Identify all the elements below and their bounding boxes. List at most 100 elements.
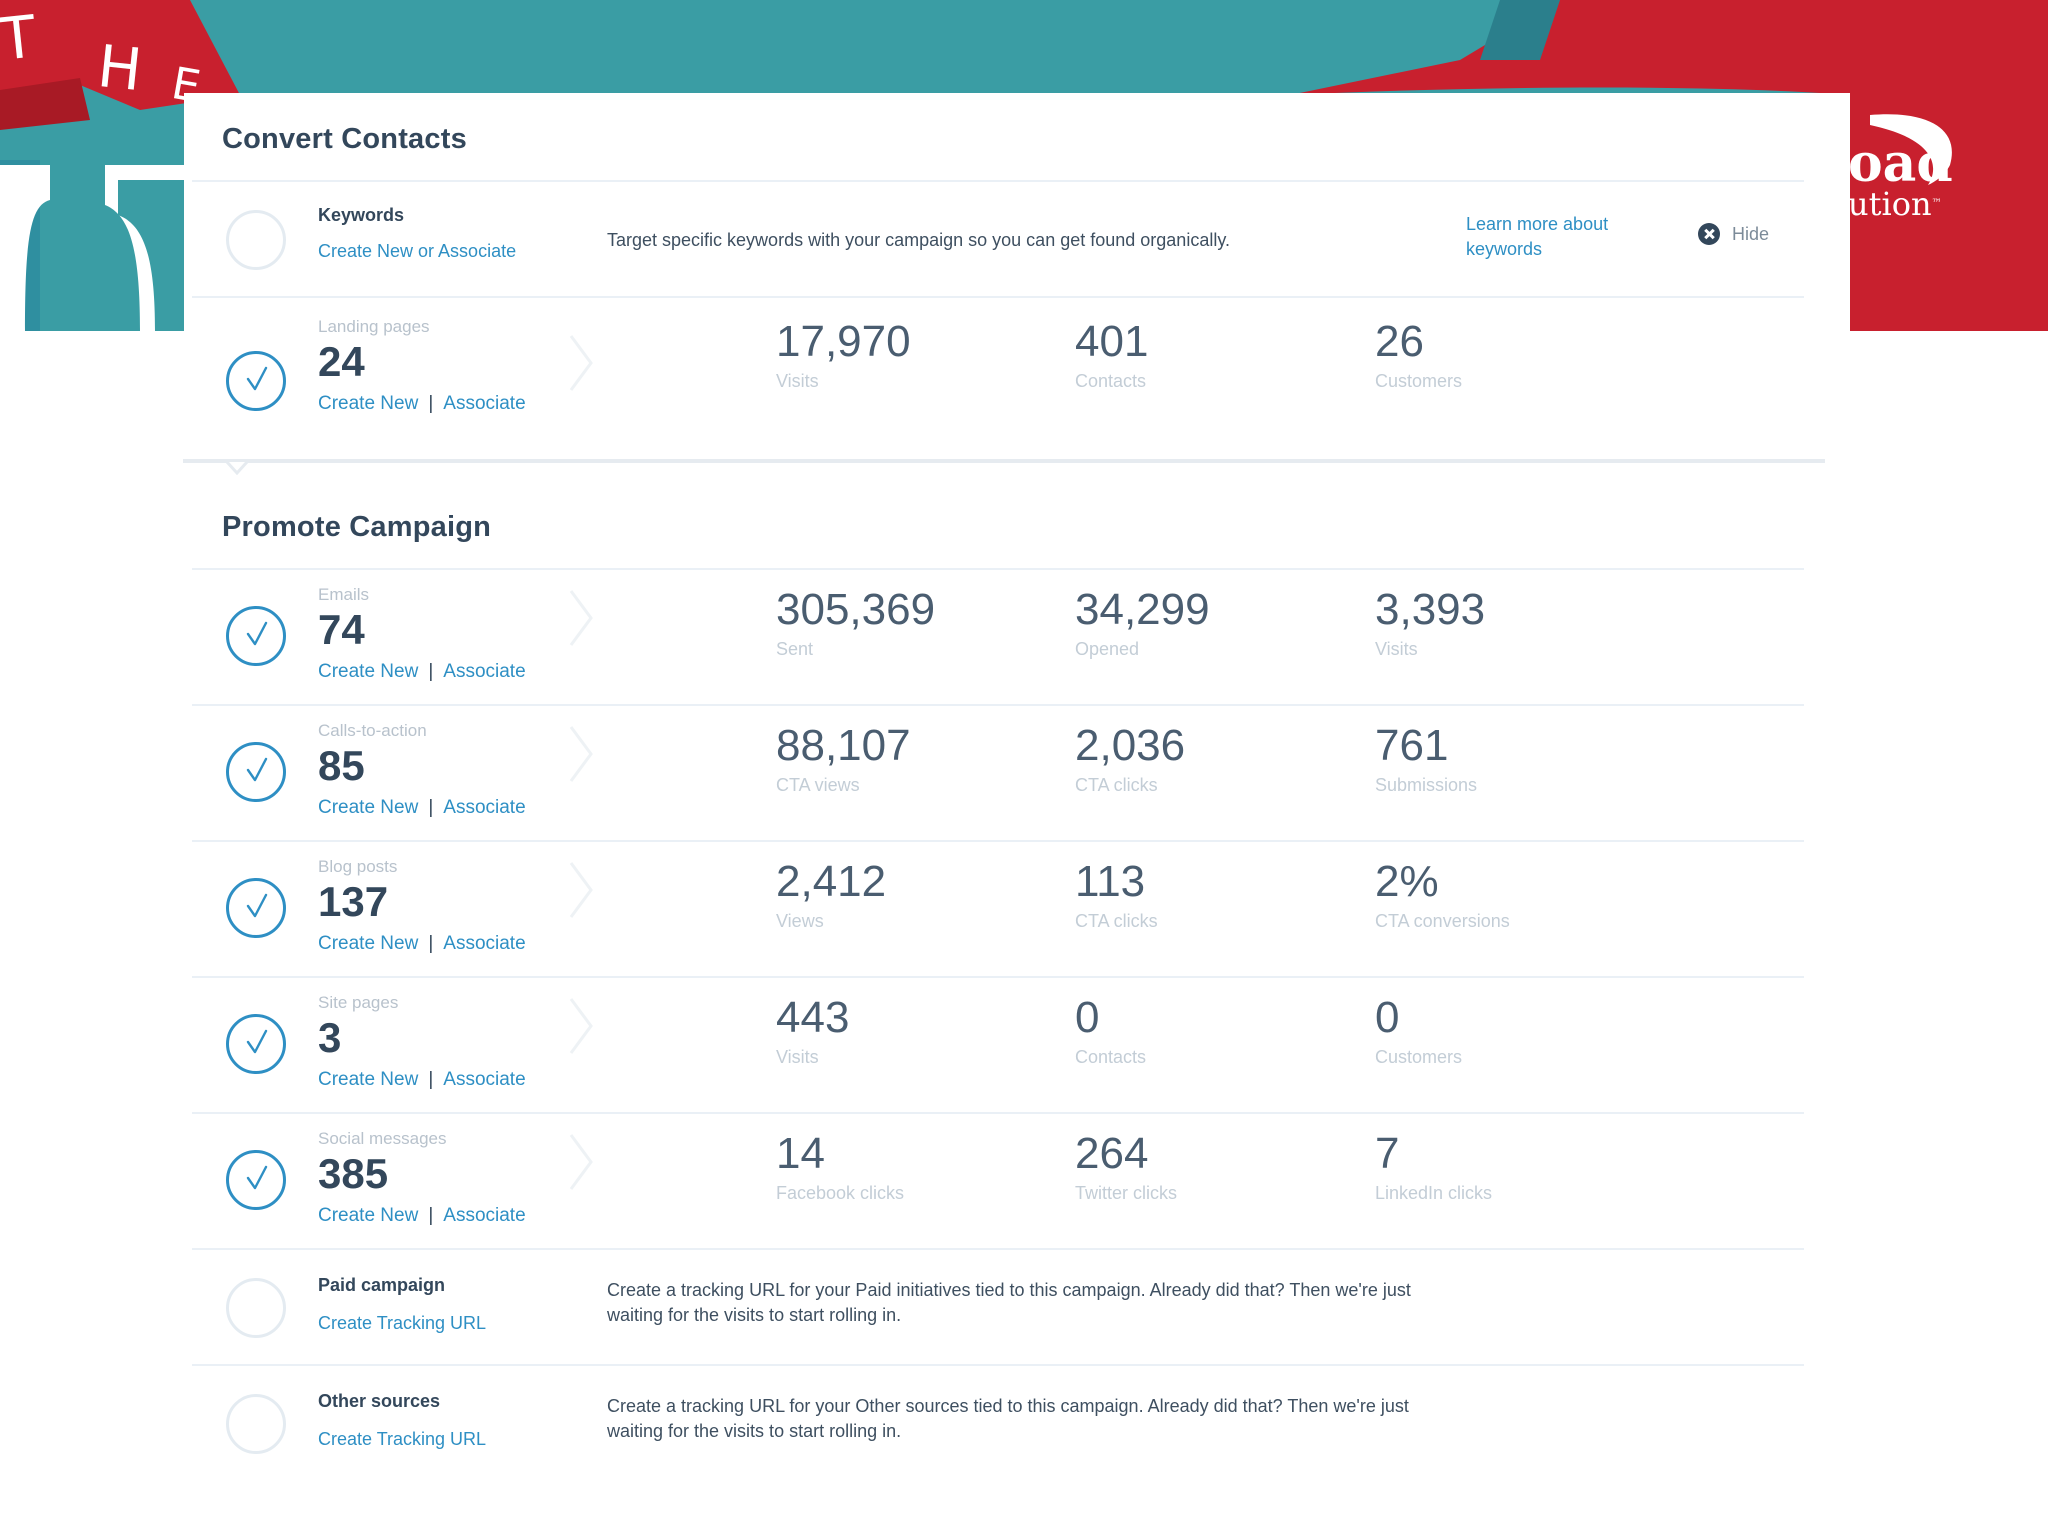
chevron-right-icon bbox=[568, 1132, 594, 1192]
stat-label: Customers bbox=[1375, 371, 1463, 391]
stat-label: Visits bbox=[1375, 639, 1418, 659]
stat-label: Visits bbox=[776, 1047, 819, 1067]
create-new-link[interactable]: Create New bbox=[318, 661, 419, 682]
stat-contacts: 401 Contacts bbox=[1075, 318, 1335, 392]
check-icon bbox=[246, 757, 268, 782]
other-sources-description: Create a tracking URL for your Other sou… bbox=[607, 1396, 1409, 1441]
emails-row[interactable]: Emails 74 Create New | Associate 305,369 Se… bbox=[192, 570, 1804, 704]
create-tracking-url-link[interactable]: Create Tracking URL bbox=[318, 1429, 487, 1449]
divider bbox=[192, 840, 1804, 842]
item-links: Create New | Associate bbox=[318, 932, 526, 956]
status-check-circle[interactable] bbox=[226, 742, 286, 802]
banner-logo-word: oad bbox=[1848, 133, 1953, 194]
stat-value: 88,107 bbox=[776, 721, 911, 770]
stat-visits: 17,970 Visits bbox=[776, 318, 1036, 392]
item-links: Create New | Associate bbox=[318, 660, 526, 684]
stat-label: CTA conversions bbox=[1375, 911, 1510, 931]
other-sources-block: Other sources Create Tracking URL bbox=[318, 1390, 486, 1450]
item-label: Emails bbox=[318, 585, 370, 604]
stat-label: Visits bbox=[776, 371, 819, 391]
create-new-link[interactable]: Create New bbox=[318, 797, 419, 818]
stat-opened: 34,299 Opened bbox=[1075, 586, 1335, 660]
link-separator: | bbox=[428, 1205, 434, 1226]
status-check-circle[interactable] bbox=[226, 878, 286, 938]
stat-label: Contacts bbox=[1075, 371, 1147, 391]
divider bbox=[192, 296, 1804, 298]
stat-label: Twitter clicks bbox=[1075, 1183, 1178, 1203]
link-separator: | bbox=[428, 393, 434, 414]
create-new-link[interactable]: Create New bbox=[318, 1205, 419, 1226]
associate-link[interactable]: Associate bbox=[443, 1069, 526, 1090]
stat-visits: 3,393 Visits bbox=[1375, 586, 1635, 660]
create-new-link[interactable]: Create New bbox=[318, 393, 419, 414]
item-label: Blog posts bbox=[318, 857, 398, 876]
status-check-circle[interactable] bbox=[226, 606, 286, 666]
learn-more-keywords-link[interactable]: Learn more about keywords bbox=[1466, 214, 1609, 259]
divider bbox=[192, 1112, 1804, 1114]
promote-campaign-title: Promote Campaign bbox=[222, 511, 492, 543]
associate-link[interactable]: Associate bbox=[443, 933, 526, 954]
stat-value: 761 bbox=[1375, 721, 1449, 770]
divider bbox=[192, 1364, 1804, 1366]
stat-value: 443 bbox=[776, 993, 850, 1042]
associate-link[interactable]: Associate bbox=[443, 797, 526, 818]
stat-value: 34,299 bbox=[1075, 585, 1210, 634]
keywords-row: Keywords Create New or Associate Target … bbox=[192, 182, 1804, 298]
divider bbox=[192, 180, 1804, 182]
stat-sent: 305,369 Sent bbox=[776, 586, 1036, 660]
divider bbox=[192, 704, 1804, 706]
create-new-link[interactable]: Create New bbox=[318, 933, 419, 954]
status-check-circle[interactable] bbox=[226, 1150, 286, 1210]
calls-to-action-row[interactable]: Calls-to-action 85 Create New | Associate … bbox=[192, 706, 1804, 840]
stat-value: 2,412 bbox=[776, 857, 887, 906]
stat-label: LinkedIn clicks bbox=[1375, 1183, 1493, 1203]
status-circle-empty[interactable] bbox=[226, 210, 286, 270]
associate-link[interactable]: Associate bbox=[443, 661, 526, 682]
create-tracking-url-link[interactable]: Create Tracking URL bbox=[318, 1313, 487, 1333]
create-new-link[interactable]: Create New bbox=[318, 1069, 419, 1090]
item-count: 24 bbox=[318, 338, 365, 385]
banner-logo-sub-text: ution bbox=[1848, 185, 1932, 223]
status-check-circle[interactable] bbox=[226, 351, 286, 411]
stat-value: 0 bbox=[1075, 993, 1100, 1042]
stat-submissions: 761 Submissions bbox=[1375, 722, 1635, 796]
stat-facebook-clicks: 14 Facebook clicks bbox=[776, 1130, 1036, 1204]
stat-linkedin-clicks: 7 LinkedIn clicks bbox=[1375, 1130, 1635, 1204]
stat-cta-clicks: 113 CTA clicks bbox=[1075, 858, 1335, 932]
stat-label: Submissions bbox=[1375, 775, 1478, 795]
hide-button[interactable]: Hide bbox=[1698, 223, 1769, 245]
blog-posts-row[interactable]: Blog posts 137 Create New | Associate 2,41… bbox=[192, 842, 1804, 976]
paid-campaign-title: Paid campaign bbox=[318, 1275, 446, 1295]
stat-value: 7 bbox=[1375, 1129, 1400, 1178]
stat-label: Sent bbox=[776, 639, 814, 659]
create-new-or-associate-link[interactable]: Create New or Associate bbox=[318, 241, 517, 261]
stat-value: 264 bbox=[1075, 1129, 1149, 1178]
item-count: 385 bbox=[318, 1150, 389, 1197]
status-circle-empty[interactable] bbox=[226, 1278, 286, 1338]
keywords-description: Target specific keywords with your campa… bbox=[607, 230, 1230, 250]
site-pages-block: Site pages 3 Create New | Associate bbox=[318, 992, 526, 1092]
calls-to-action-block: Calls-to-action 85 Create New | Associate bbox=[318, 720, 526, 820]
link-separator: | bbox=[428, 1069, 434, 1090]
landing-pages-row[interactable]: Landing pages 24 Create New | Associate 17… bbox=[192, 298, 1804, 458]
stat-value: 401 bbox=[1075, 317, 1149, 366]
check-icon bbox=[246, 366, 268, 391]
social-messages-row[interactable]: Social messages 385 Create New | Associate… bbox=[192, 1114, 1804, 1248]
stat-label: CTA clicks bbox=[1075, 775, 1158, 795]
associate-link[interactable]: Associate bbox=[443, 1205, 526, 1226]
stat-cta-clicks: 2,036 CTA clicks bbox=[1075, 722, 1335, 796]
item-links: Create New | Associate bbox=[318, 1068, 526, 1092]
status-check-circle[interactable] bbox=[226, 1014, 286, 1074]
site-pages-row[interactable]: Site pages 3 Create New | Associate 443 Vis… bbox=[192, 978, 1804, 1112]
stat-value: 2% bbox=[1375, 857, 1439, 906]
stat-views: 2,412 Views bbox=[776, 858, 1036, 932]
stat-value: 26 bbox=[1375, 317, 1424, 366]
associate-link[interactable]: Associate bbox=[443, 393, 526, 414]
chevron-right-icon bbox=[568, 724, 594, 784]
paid-campaign-description: Create a tracking URL for your Paid init… bbox=[607, 1280, 1411, 1325]
banner-logo-tm: ™ bbox=[1931, 198, 1942, 209]
status-circle-empty[interactable] bbox=[226, 1394, 286, 1454]
item-links: Create New | Associate bbox=[318, 796, 526, 820]
chevron-right-icon bbox=[568, 996, 594, 1056]
divider bbox=[192, 1248, 1804, 1250]
